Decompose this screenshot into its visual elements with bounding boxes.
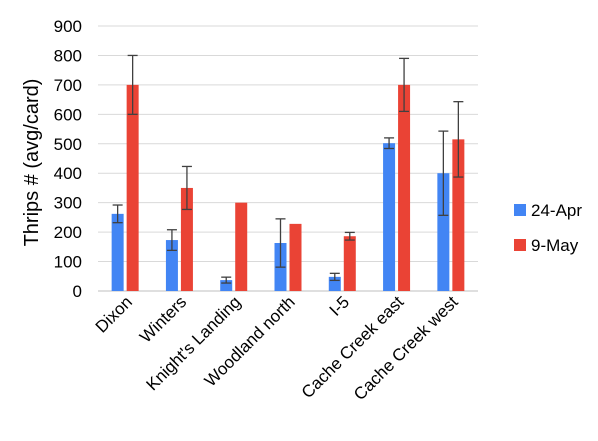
legend-swatch xyxy=(514,239,526,251)
bar-9-May-Woodland north xyxy=(289,223,302,291)
y-axis-ticks: 0 100 200 300 400 500 600 700 800 900 xyxy=(54,17,82,301)
legend-label: 9-May xyxy=(531,236,579,255)
bar-9-May-Winters xyxy=(180,187,193,291)
bars xyxy=(111,84,465,291)
error-bars xyxy=(112,54,464,284)
y-tick-label: 900 xyxy=(54,17,82,36)
y-tick-label: 700 xyxy=(54,76,82,95)
bar-9-May-Dixon xyxy=(126,84,139,291)
y-tick-label: 500 xyxy=(54,135,82,154)
legend-swatch xyxy=(514,204,526,216)
error-bar xyxy=(344,231,355,241)
x-tick-label: I-5 xyxy=(326,292,353,319)
x-tick-label: Winters xyxy=(136,292,190,346)
x-tick-label: Cache Creek east xyxy=(298,292,408,402)
y-axis-label: Thrips # (avg/card) xyxy=(21,79,43,247)
error-bar xyxy=(275,218,286,268)
legend-label: 24-Apr xyxy=(531,201,582,220)
error-bar xyxy=(384,137,395,150)
error-bar xyxy=(166,229,177,252)
y-tick-label: 200 xyxy=(54,223,82,242)
y-tick-label: 100 xyxy=(54,253,82,272)
legend: 24-Apr 9-May xyxy=(514,201,582,255)
x-tick-label: Knight's Landing xyxy=(143,292,245,394)
bar-24-Apr-Knight's Landing xyxy=(220,280,233,291)
bar-9-May-Knight's Landing xyxy=(235,202,248,291)
error-bar xyxy=(453,101,464,178)
error-bar xyxy=(181,165,192,211)
y-tick-label: 600 xyxy=(54,105,82,124)
x-tick-label: Dixon xyxy=(92,292,136,336)
gridlines xyxy=(98,25,478,292)
error-bar xyxy=(127,54,138,115)
error-bar xyxy=(112,204,123,224)
error-bar xyxy=(399,57,410,113)
error-bar xyxy=(438,130,449,216)
bar-9-May-Cache Creek east xyxy=(398,84,411,291)
x-tick-label: Cache Creek west xyxy=(350,292,462,404)
y-tick-label: 0 xyxy=(73,282,82,301)
bar-24-Apr-Cache Creek east xyxy=(383,143,396,291)
error-bar xyxy=(221,276,232,284)
bar-24-Apr-Cache Creek west xyxy=(437,173,450,291)
y-tick-label: 300 xyxy=(54,194,82,213)
y-tick-label: 400 xyxy=(54,164,82,183)
bar-24-Apr-Dixon xyxy=(111,213,124,291)
bar-9-May-I-5 xyxy=(343,236,356,291)
bar-24-Apr-Winters xyxy=(165,240,178,291)
error-bar xyxy=(329,272,340,282)
y-tick-label: 800 xyxy=(54,46,82,65)
